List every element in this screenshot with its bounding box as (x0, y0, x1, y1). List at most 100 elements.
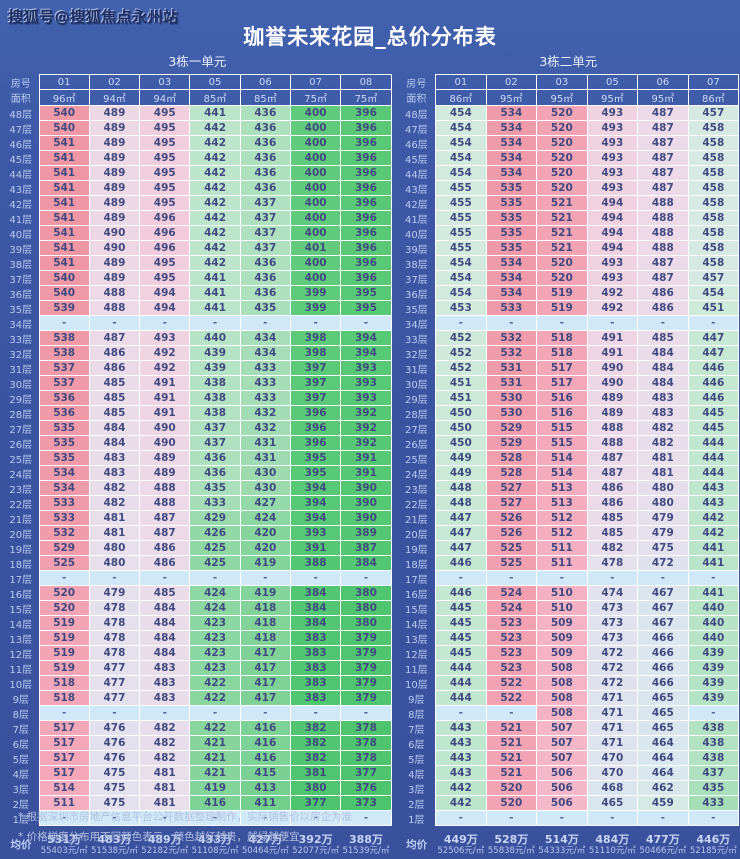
price-cell: 521 (485, 765, 538, 781)
floor-row: 26层 535 484 490 437 431 396 392 (3, 435, 392, 451)
floor-label: 21层 (404, 514, 428, 526)
price-cell: 445 (687, 420, 740, 436)
price-cell: 539 (38, 300, 90, 316)
price-cell: 511 (536, 540, 588, 556)
price-cell: 484 (88, 420, 141, 436)
price-cell: 478 (586, 555, 639, 571)
floor-row: 10层 518 477 483 422 417 383 379 (3, 675, 392, 691)
price-cell: 541 (38, 135, 90, 151)
floor-row: 44层 454 534 520 493 487 458 (398, 165, 740, 181)
price-cell: 458 (687, 195, 740, 211)
floor-label: 38层 (404, 259, 428, 271)
footnote-source: * 根据深圳市房地产信息平台公开数据整理制作，实际销售价以房企为准 (18, 811, 353, 823)
price-cell: 534 (485, 105, 538, 121)
price-cell: 400 (289, 165, 342, 181)
price-cell: 487 (637, 270, 689, 286)
price-cell: 442 (687, 510, 740, 526)
price-cell: 467 (637, 600, 689, 616)
price-cell: 485 (88, 390, 141, 406)
price-cell: 490 (586, 375, 639, 391)
price-cell: 519 (38, 660, 90, 676)
floor-row: 30层 537 485 491 438 433 397 393 (3, 375, 392, 391)
floor-row: 36层 454 534 519 492 486 454 (398, 285, 740, 301)
floor-row: 22层 533 482 488 433 427 394 390 (3, 495, 392, 511)
price-cell: 495 (139, 255, 191, 271)
price-cell: 478 (88, 645, 141, 661)
empty-price-cell: - (239, 705, 291, 721)
price-cell: 476 (88, 720, 141, 736)
price-cell: 509 (536, 645, 588, 661)
avg-total: 449万 (443, 833, 478, 847)
price-cell: 534 (485, 255, 538, 271)
price-cell: 441 (687, 585, 740, 601)
price-cell: 518 (536, 345, 588, 361)
floor-label: 18层 (404, 559, 428, 571)
area-cell: 95㎡ (637, 89, 689, 106)
floor-label: 29层 (9, 394, 33, 406)
price-cell: 534 (485, 165, 538, 181)
price-cell: 383 (289, 645, 342, 661)
price-cell: 478 (88, 615, 141, 631)
price-cell: 520 (536, 105, 588, 121)
floor-row: 23层 448 527 513 486 480 443 (398, 480, 740, 496)
floor-row: 40层 541 490 496 442 437 400 396 (3, 225, 392, 241)
price-cell: 382 (289, 735, 342, 751)
price-cell: 528 (485, 450, 538, 466)
price-cell: 533 (38, 495, 90, 511)
price-cell: 432 (239, 405, 291, 421)
price-cell: 441 (687, 555, 740, 571)
floor-label: 46层 (404, 139, 428, 151)
price-cell: 482 (586, 540, 639, 556)
price-cell: 435 (189, 480, 241, 496)
price-cell: 380 (340, 585, 392, 601)
avg-price-cell: 483万 51538元/㎡ (89, 826, 139, 859)
price-cell: 424 (189, 600, 241, 616)
price-cell: 437 (189, 420, 241, 436)
price-cell: 517 (536, 375, 588, 391)
floor-label: 47层 (9, 124, 33, 136)
price-cell: 455 (435, 180, 487, 196)
room-no-label: 房号 (406, 78, 427, 90)
price-cell: 377 (289, 795, 342, 811)
price-cell: 437 (239, 225, 291, 241)
floor-row: 20层 447 526 512 485 479 442 (398, 525, 740, 541)
price-cell: 484 (139, 615, 191, 631)
price-cell: 517 (38, 735, 90, 751)
price-cell: 492 (586, 285, 639, 301)
price-cell: 438 (189, 405, 241, 421)
floor-row: 19层 447 525 511 482 475 441 (398, 540, 740, 556)
price-cell: 488 (637, 210, 689, 226)
price-cell: 464 (637, 750, 689, 766)
price-cell: 436 (239, 165, 291, 181)
floor-row: 43层 455 535 520 493 487 458 (398, 180, 740, 196)
price-cell: 480 (88, 540, 141, 556)
price-cell: 525 (485, 540, 538, 556)
price-cell: 521 (485, 720, 538, 736)
price-cell: 447 (435, 540, 487, 556)
price-cell: 396 (340, 150, 392, 166)
empty-price-cell: - (88, 315, 141, 331)
price-cell: 398 (289, 330, 342, 346)
price-cell: 487 (637, 105, 689, 121)
price-cell: 443 (435, 750, 487, 766)
floor-label: 11层 (9, 664, 33, 676)
price-cell: 400 (289, 270, 342, 286)
price-cell: 483 (139, 675, 191, 691)
price-cell: 534 (485, 150, 538, 166)
price-cell: 442 (189, 180, 241, 196)
price-cell: 513 (536, 495, 588, 511)
price-cell: 383 (289, 690, 342, 706)
floor-label: 32层 (404, 349, 428, 361)
price-cell: 493 (586, 135, 639, 151)
price-cell: 452 (435, 330, 487, 346)
floor-row: 29层 536 485 491 438 433 397 393 (3, 390, 392, 406)
room-number-cell: 06 (239, 74, 291, 90)
area-cell: 95㎡ (485, 89, 538, 106)
floor-row: 38层 541 489 495 442 436 400 396 (3, 255, 392, 271)
price-cell: 457 (687, 270, 740, 286)
room-number-cell: 07 (687, 74, 740, 90)
floor-row: 13层 445 523 509 473 466 440 (398, 630, 740, 646)
room-no-label: 房号 (10, 78, 31, 90)
price-cell: 472 (637, 555, 689, 571)
area-cell: 94㎡ (88, 89, 141, 106)
